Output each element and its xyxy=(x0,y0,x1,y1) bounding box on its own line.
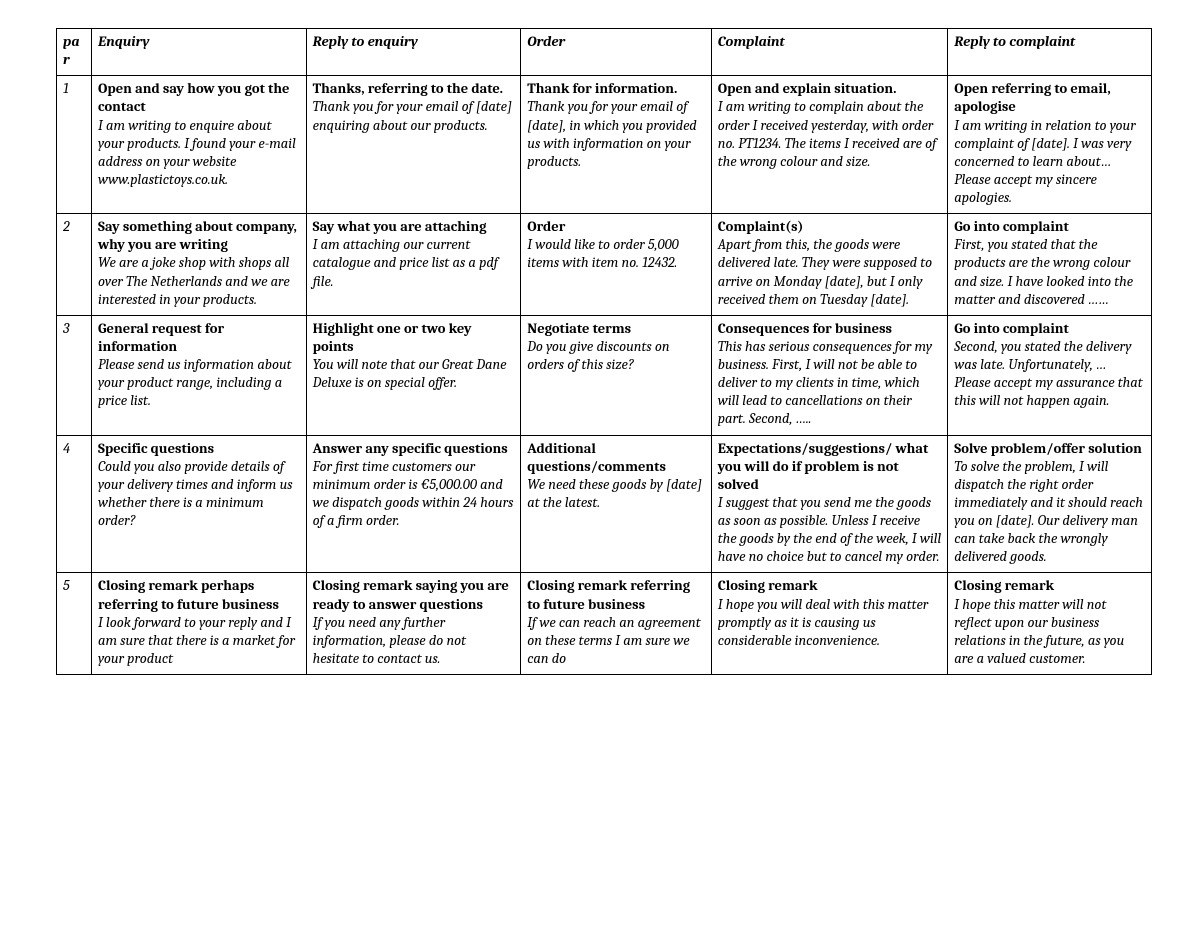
cell-example: If we can reach an agreement on these te… xyxy=(527,614,700,667)
cell-heading: Open and explain situation. xyxy=(718,80,897,97)
cell: Specific questionsCould you also provide… xyxy=(92,435,307,573)
header-row: par Enquiry Reply to enquiry Order Compl… xyxy=(57,29,1152,76)
cell: Go into complaintSecond, you stated the … xyxy=(948,315,1152,435)
cell-example: To solve the problem, I will dispatch th… xyxy=(954,458,1143,566)
cell: Additional questions/commentsWe need the… xyxy=(521,435,712,573)
cell: Closing remark I hope this matter will no… xyxy=(948,573,1152,675)
cell-example: Second, you stated the delivery was late… xyxy=(954,338,1142,409)
cell-heading: Complaint(s) xyxy=(718,218,804,235)
cell-example: I am attaching our current catalogue and… xyxy=(313,236,498,289)
cell-heading: Answer any specific questions xyxy=(313,440,508,457)
table-row: 4Specific questionsCould you also provid… xyxy=(57,435,1152,573)
cell-example: Apart from this, the goods were delivere… xyxy=(718,236,932,307)
cell-example: I am writing to enquire about your produ… xyxy=(98,117,296,188)
document-page: par Enquiry Reply to enquiry Order Compl… xyxy=(0,0,1200,927)
cell-heading: Expectations/suggestions/ what you will … xyxy=(718,440,928,493)
letters-structure-table: par Enquiry Reply to enquiry Order Compl… xyxy=(56,28,1152,675)
cell-example: I suggest that you send me the goods as … xyxy=(718,494,941,565)
cell: Closing remark I hope you will deal with … xyxy=(711,573,948,675)
cell-example: We need these goods by [date] at the lat… xyxy=(527,476,702,511)
cell: Expectations/suggestions/ what you will … xyxy=(711,435,948,573)
cell-heading: Order xyxy=(527,218,565,235)
cell-heading: Thank for information. xyxy=(527,80,677,97)
cell-heading: Closing remark perhaps referring to futu… xyxy=(98,577,279,612)
cell-example: I hope you will deal with this matter pr… xyxy=(718,596,929,649)
cell: Open and explain situation.I am writing … xyxy=(711,76,948,214)
cell-heading: Closing remark xyxy=(718,577,818,594)
cell-example: You will note that our Great Dane Deluxe… xyxy=(313,356,507,391)
cell-heading: Go into complaint xyxy=(954,320,1069,337)
cell-heading: General request for information xyxy=(98,320,224,355)
cell: Go into complaintFirst, you stated that … xyxy=(948,214,1152,316)
cell-heading: Additional questions/comments xyxy=(527,440,666,475)
cell-heading: Open referring to email, apologise xyxy=(954,80,1110,115)
cell: Thanks, referring to the date.Thank you … xyxy=(306,76,521,214)
col-order: Order xyxy=(521,29,712,76)
cell-example: Please send us information about your pr… xyxy=(98,356,292,409)
cell-heading: Solve problem/offer solution xyxy=(954,440,1142,457)
col-reply-comp: Reply to complaint xyxy=(948,29,1152,76)
cell: Consequences for businessThis has seriou… xyxy=(711,315,948,435)
par-number: 5 xyxy=(57,573,92,675)
cell-example: I am writing to complain about the order… xyxy=(718,98,937,169)
cell-heading: Closing remark saying you are ready to a… xyxy=(313,577,509,612)
cell: Answer any specific questionsFor first t… xyxy=(306,435,521,573)
cell: Closing remark saying you are ready to a… xyxy=(306,573,521,675)
cell: Closing remark perhaps referring to futu… xyxy=(92,573,307,675)
cell: Solve problem/offer solutionTo solve the… xyxy=(948,435,1152,573)
cell-heading: Closing remark xyxy=(954,577,1054,594)
cell-example: I am writing in relation to your complai… xyxy=(954,117,1135,207)
cell-heading: Open and say how you got the contact xyxy=(98,80,289,115)
par-number: 2 xyxy=(57,214,92,316)
cell-example: I hope this matter will not reflect upon… xyxy=(954,596,1124,667)
cell-heading: Closing remark referring to future busin… xyxy=(527,577,690,612)
cell-example: Do you give discounts on orders of this … xyxy=(527,338,669,373)
table-row: 1Open and say how you got the contactI a… xyxy=(57,76,1152,214)
cell-example: First, you stated that the products are … xyxy=(954,236,1133,307)
cell: OrderI would like to order 5,000 items w… xyxy=(521,214,712,316)
cell-heading: Say what you are attaching xyxy=(313,218,487,235)
par-number: 3 xyxy=(57,315,92,435)
table-row: 2Say something about company, why you ar… xyxy=(57,214,1152,316)
cell: Open referring to email, apologiseI am w… xyxy=(948,76,1152,214)
cell-example: This has serious consequences for my bus… xyxy=(718,338,932,428)
col-complaint: Complaint xyxy=(711,29,948,76)
col-par: par xyxy=(57,29,92,76)
cell-heading: Go into complaint xyxy=(954,218,1069,235)
cell-example: If you need any further information, ple… xyxy=(313,614,466,667)
cell-heading: Specific questions xyxy=(98,440,214,457)
col-reply-enq: Reply to enquiry xyxy=(306,29,521,76)
cell-example: For first time customers our minimum ord… xyxy=(313,458,514,529)
cell-example: I look forward to your reply and I am su… xyxy=(98,614,295,667)
cell-heading: Thanks, referring to the date. xyxy=(313,80,503,97)
par-number: 1 xyxy=(57,76,92,214)
cell: Highlight one or two key pointsYou will … xyxy=(306,315,521,435)
cell-heading: Highlight one or two key points xyxy=(313,320,472,355)
par-number: 4 xyxy=(57,435,92,573)
cell-heading: Consequences for business xyxy=(718,320,892,337)
cell-example: Thank you for your email of [date] enqui… xyxy=(313,98,512,133)
cell: Complaint(s)Apart from this, the goods w… xyxy=(711,214,948,316)
cell: Say something about company, why you are… xyxy=(92,214,307,316)
table-row: 3General request for informationPlease s… xyxy=(57,315,1152,435)
table-body: 1Open and say how you got the contactI a… xyxy=(57,76,1152,675)
col-enquiry: Enquiry xyxy=(92,29,307,76)
cell: Negotiate termsDo you give discounts on … xyxy=(521,315,712,435)
table-header: par Enquiry Reply to enquiry Order Compl… xyxy=(57,29,1152,76)
cell: Closing remark referring to future busin… xyxy=(521,573,712,675)
cell-example: I would like to order 5,000 items with i… xyxy=(527,236,678,271)
cell: Open and say how you got the contactI am… xyxy=(92,76,307,214)
table-row: 5Closing remark perhaps referring to fut… xyxy=(57,573,1152,675)
cell: Say what you are attachingI am attaching… xyxy=(306,214,521,316)
cell: General request for informationPlease se… xyxy=(92,315,307,435)
cell-example: We are a joke shop with shops all over T… xyxy=(98,254,290,307)
cell-heading: Negotiate terms xyxy=(527,320,631,337)
cell: Thank for information.Thank you for your… xyxy=(521,76,712,214)
cell-heading: Say something about company, why you are… xyxy=(98,218,297,253)
cell-example: Could you also provide details of your d… xyxy=(98,458,293,529)
cell-example: Thank you for your email of [date], in w… xyxy=(527,98,696,169)
